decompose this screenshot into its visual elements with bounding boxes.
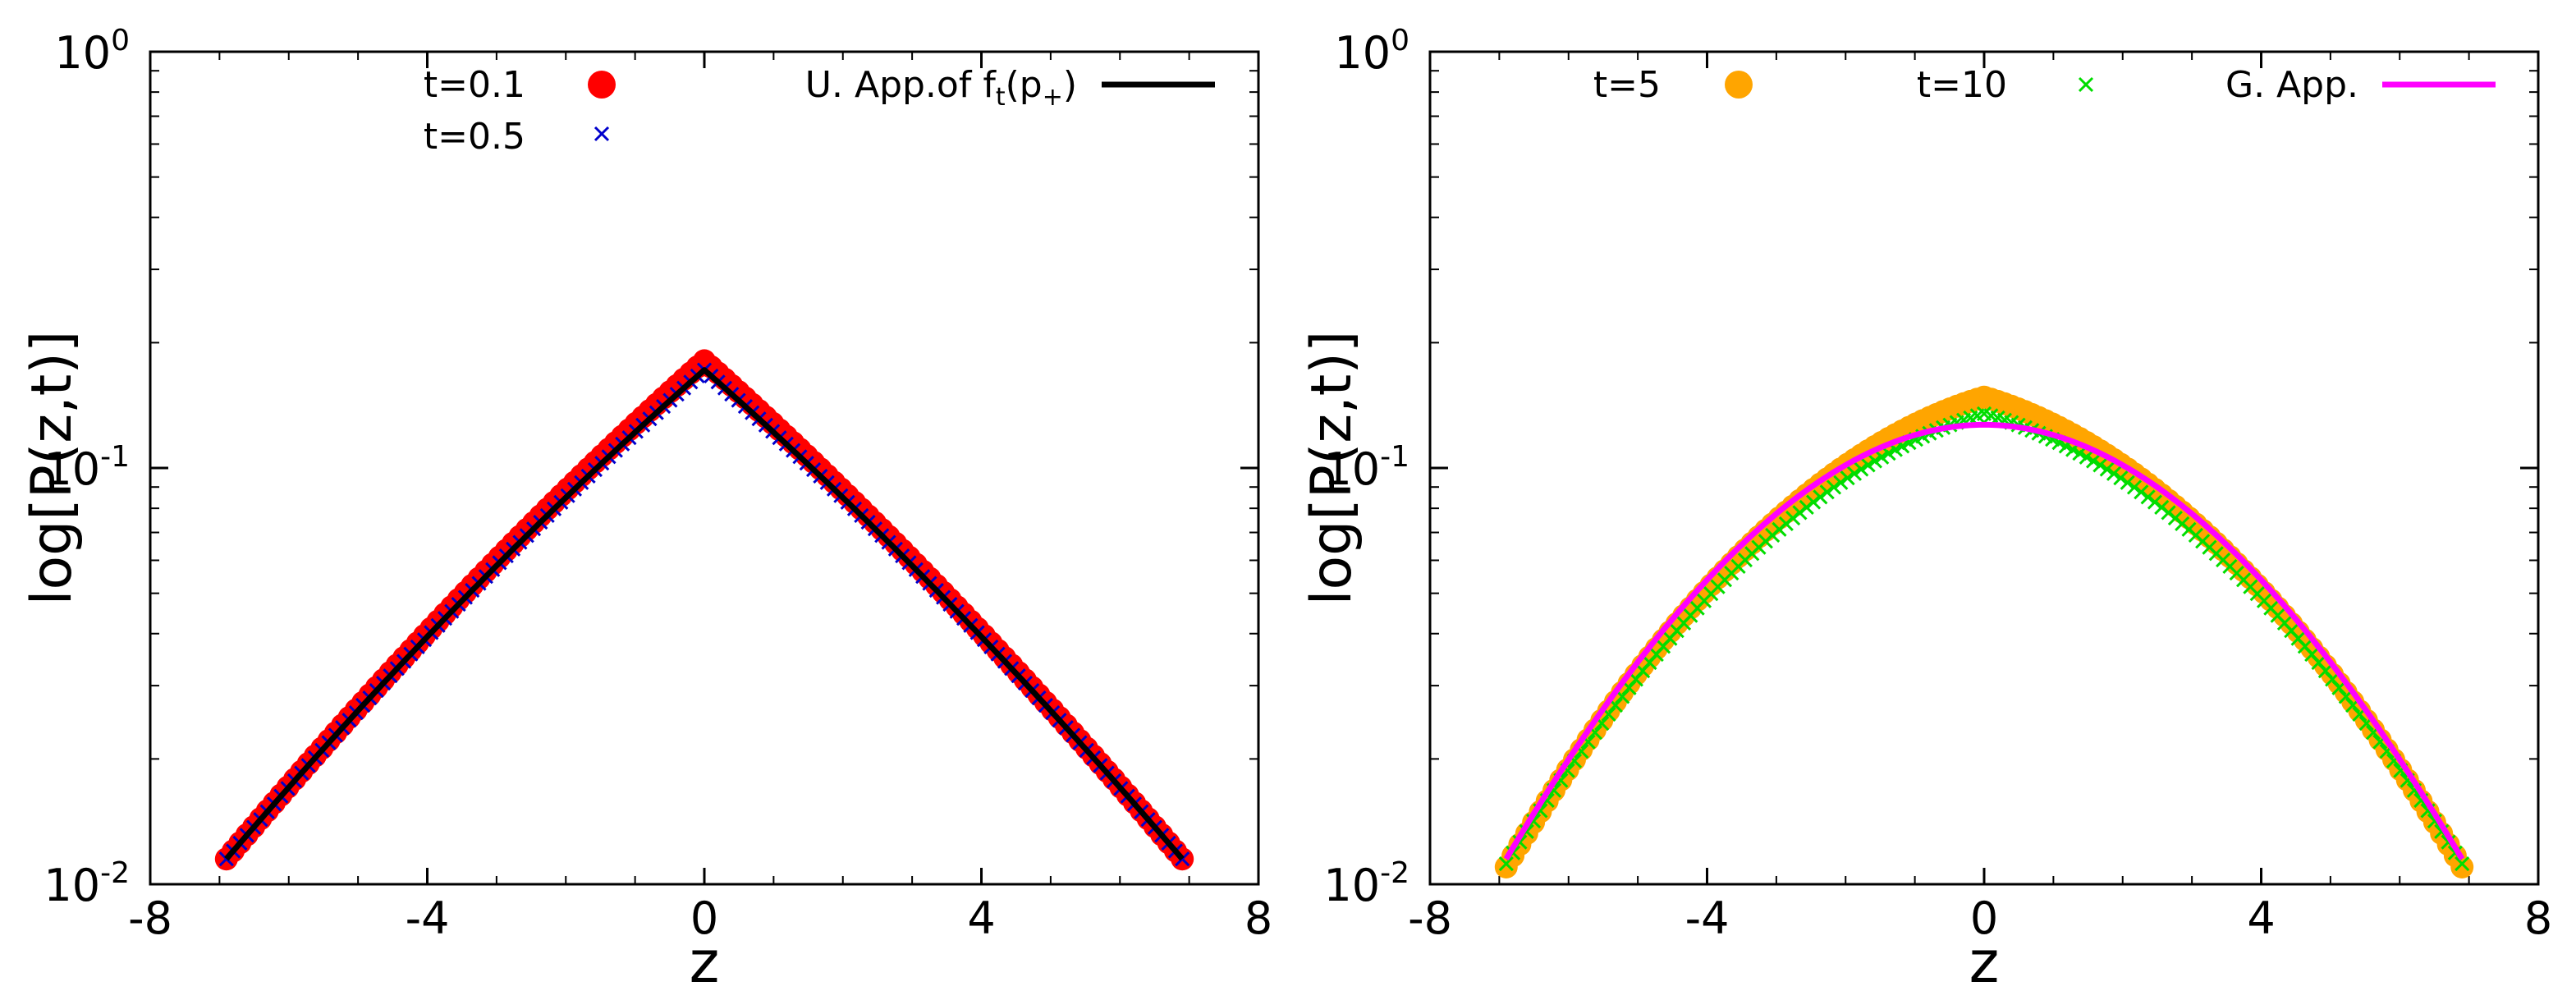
right-point-t-10 — [2126, 479, 2143, 495]
left-legend-label-t0.5: t=0.5 — [424, 116, 525, 158]
right-legend-label-t10: t=10 — [1917, 64, 2007, 106]
right-axes-frame — [1428, 50, 2540, 886]
right-point-t-10 — [1867, 453, 1882, 469]
right-xtick-label-3: 4 — [2247, 892, 2275, 944]
right-point-t-10 — [2455, 856, 2470, 872]
right-series-t-5 — [1494, 385, 2474, 878]
left-y-axis-label: log[P(z,t)] — [20, 331, 85, 606]
right-point-t-10 — [1846, 466, 1863, 481]
right-point-t-10 — [1874, 449, 1890, 465]
left-xtick-label-3: 4 — [967, 892, 995, 944]
left-legend: t=0.1 t=0.5 U. App.of ft(p+) — [424, 64, 1215, 158]
right-tick-marks — [1428, 50, 2540, 886]
left-xtick-label-1: -4 — [406, 892, 450, 944]
left-xtick-label-0: -8 — [128, 892, 172, 944]
right-legend-marker-t10 — [2078, 76, 2094, 93]
right-point-t-10 — [2086, 453, 2102, 469]
right-point-t-10 — [2120, 475, 2135, 490]
right-xtick-label-4: 8 — [2524, 892, 2552, 944]
left-curve-u-app-of-f — [224, 367, 1185, 861]
left-x-axis-label: z — [690, 929, 720, 996]
left-legend-marker-t0.5 — [594, 126, 610, 142]
right-point-t-10 — [1833, 475, 1849, 490]
right-point-t-10 — [1498, 856, 1514, 872]
left-series-t-0-5 — [218, 362, 1190, 867]
right-legend-label-t5: t=5 — [1593, 64, 1661, 106]
right-point-t-10 — [1854, 461, 1869, 477]
right-point-t-10 — [1840, 470, 1855, 486]
right-point-t-10 — [2134, 484, 2149, 500]
right-point-t-10 — [2140, 489, 2156, 505]
right-xtick-label-0: -8 — [1408, 892, 1452, 944]
right-point-t-10 — [2106, 466, 2122, 481]
right-point-t-10 — [1806, 494, 1822, 510]
left-ytick-label-0.1: 10-1 — [44, 440, 130, 495]
right-point-t-5 — [2450, 856, 2474, 878]
left-xtick-label-2: 0 — [690, 892, 718, 944]
left-ytick-label-0.01: 10-2 — [44, 856, 130, 911]
right-series-g-app — [1503, 421, 2465, 860]
right-point-t-10 — [1813, 489, 1828, 505]
right-point-t-10 — [1826, 479, 1842, 495]
left-axes-frame — [149, 50, 1260, 886]
right-legend-label-gauss: G. App. — [2225, 64, 2358, 106]
left-legend-label-approx: U. App.of ft(p+) — [805, 64, 1077, 112]
left-legend-label-t0.1: t=0.1 — [424, 64, 525, 106]
right-plot-area — [1494, 385, 2474, 878]
left-legend-marker-t0.1 — [588, 71, 616, 99]
right-point-t-10 — [2099, 461, 2115, 477]
right-xtick-label-1: -4 — [1685, 892, 1730, 944]
left-xtick-label-4: 8 — [1244, 892, 1272, 944]
right-point-t-10 — [1860, 457, 1876, 473]
right-point-t-10 — [2113, 470, 2129, 486]
right-ytick-label-1: 100 — [1334, 24, 1409, 79]
left-series-t-0-1 — [214, 349, 1194, 871]
right-y-axis-label: log[P(z,t)] — [1299, 331, 1364, 606]
left-series-u-app-of-f — [224, 367, 1185, 861]
right-ytick-label-0.1: 10-1 — [1323, 440, 1409, 495]
right-series-t-10 — [1498, 406, 2470, 872]
right-curve-g-app — [1503, 421, 2465, 860]
right-point-t-10 — [1819, 484, 1835, 500]
left-plot-area — [214, 349, 1194, 871]
right-legend: t=5 t=10 G. App. — [1593, 64, 2496, 106]
right-x-axis-label: z — [1969, 929, 2000, 996]
right-point-t-10 — [2079, 449, 2094, 465]
right-point-t-10 — [2092, 457, 2108, 473]
right-xtick-label-2: 0 — [1970, 892, 1998, 944]
right-ytick-label-0.01: 10-2 — [1323, 856, 1409, 911]
left-panel: 100 10-1 10-2 -8 -4 0 4 8 z log[P(z,t)] … — [20, 24, 1272, 996]
right-legend-marker-t5 — [1725, 71, 1753, 99]
left-ytick-label-1: 100 — [54, 24, 130, 79]
right-panel: 100 10-1 10-2 -8 -4 0 4 8 z log[P(z,t)] … — [1299, 24, 2552, 996]
